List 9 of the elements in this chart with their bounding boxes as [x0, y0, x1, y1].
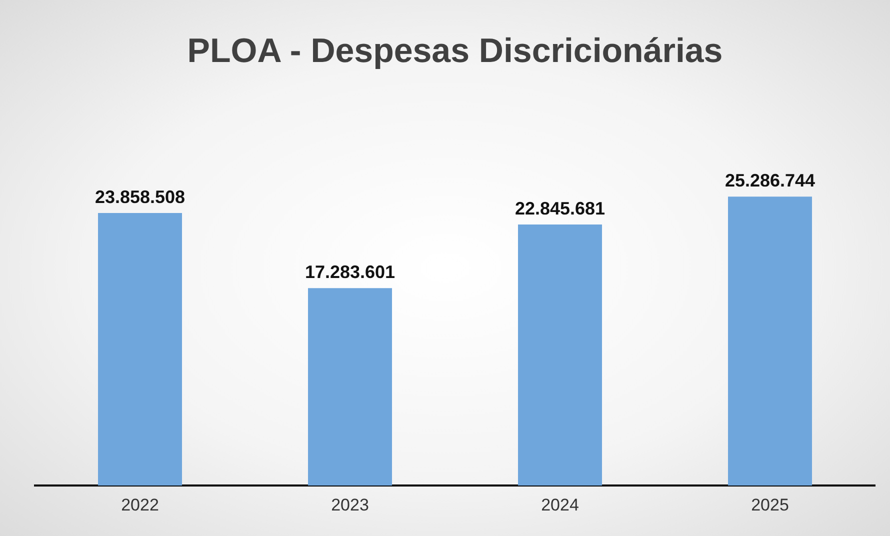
data-label: 17.283.601 [304, 262, 396, 282]
data-label: 23.858.508 [94, 186, 186, 207]
data-label: 22.845.681 [514, 198, 606, 219]
chart-title: PLOA - Despesas Discricionárias [187, 32, 723, 70]
x-tick-label: 2023 [331, 495, 369, 514]
x-tick-label: 2022 [121, 495, 159, 514]
x-tick-label: 2024 [541, 495, 579, 514]
data-label: 25.286.744 [724, 170, 816, 191]
x-tick-label: 2025 [751, 495, 789, 514]
